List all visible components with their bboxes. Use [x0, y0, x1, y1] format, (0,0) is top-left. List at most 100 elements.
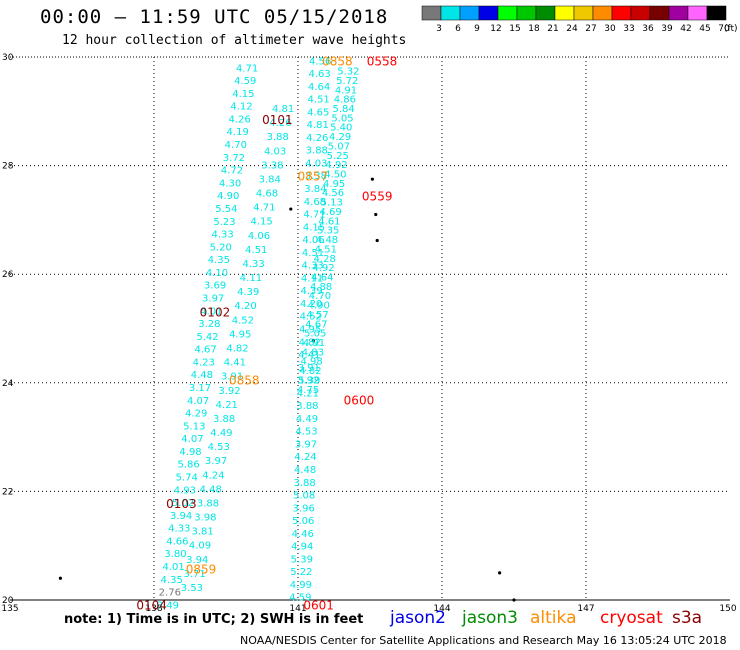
wave-height-value: 4.82	[299, 337, 321, 348]
wave-height-value: 4.30	[219, 178, 241, 189]
wave-height-value: 5.22	[290, 567, 312, 578]
wave-height-value: 3.38	[305, 171, 327, 182]
wave-height-value: 5.35	[317, 226, 339, 237]
wave-height-value: 4.28	[314, 254, 336, 265]
altimeter-tracks: 4.714.594.154.124.264.194.703.724.724.30…	[157, 56, 360, 611]
pass-time-label: 0102	[200, 306, 231, 320]
wave-height-value: 4.56	[309, 56, 331, 67]
pass-time-label: 0103	[166, 497, 197, 511]
legend-label: 30	[604, 24, 616, 34]
legend-label: 39	[661, 24, 673, 34]
wave-height-value: 4.21	[297, 388, 319, 399]
wave-height-value: 4.46	[292, 529, 314, 540]
lon-tick-label: 138	[145, 604, 162, 614]
lon-tick-label: 147	[577, 604, 594, 614]
wave-height-value: 3.28	[198, 319, 220, 330]
legend-swatch	[497, 5, 518, 21]
legend-swatch	[668, 5, 689, 21]
lon-tick-label: 141	[289, 604, 306, 614]
wave-height-value: 4.15	[232, 89, 254, 100]
lat-tick-label: 28	[2, 162, 14, 172]
wave-height-value: 5.05	[304, 329, 326, 340]
legend-swatch	[478, 5, 499, 21]
lat-tick-label: 30	[2, 53, 14, 63]
wave-height-value: 3.49	[157, 600, 179, 611]
wave-height-value: 3.71	[183, 569, 205, 580]
legend-label: 42	[680, 24, 691, 34]
wave-height-value: 4.09	[189, 541, 211, 552]
wave-height-value: 4.90	[308, 301, 330, 312]
wave-height-value: 4.19	[227, 127, 249, 138]
map-subtitle: 12 hour collection of altimeter wave hei…	[62, 33, 407, 48]
legend-swatch	[573, 5, 594, 21]
wave-height-value: 3.98	[194, 513, 216, 524]
wave-height-value: 5.23	[213, 217, 235, 228]
wave-height-value: 4.67	[305, 319, 327, 330]
legend-swatch	[535, 5, 556, 21]
wave-height-value: 5.54	[215, 204, 237, 215]
wave-height-value: 4.48	[200, 484, 222, 495]
wave-height-value: 4.70	[225, 140, 247, 151]
wave-height-value: 5.84	[333, 104, 355, 115]
wave-height-value: 4.23	[193, 357, 215, 368]
wave-height-value: 3.17	[189, 383, 211, 394]
wave-height-value: 4.48	[316, 235, 338, 246]
wave-height-value: 4.03	[305, 158, 327, 169]
credit-line: NOAA/NESDIS Center for Satellite Applica…	[240, 634, 727, 647]
legend-label: 70	[718, 24, 730, 34]
wave-height-value: 4.49	[210, 428, 232, 439]
wave-height-value: 5.72	[336, 76, 358, 87]
lat-tick-label: 20	[2, 596, 14, 606]
wave-height-value: 4.33	[242, 259, 264, 270]
wave-height-value: 4.26	[228, 114, 250, 125]
wave-height-value: 4.20	[300, 299, 322, 310]
wave-height-value: 4.81	[272, 104, 294, 115]
island-markers	[58, 177, 516, 602]
lon-tick-label: 144	[433, 604, 450, 614]
wave-height-value: 3.88	[296, 401, 318, 412]
island-marker	[370, 177, 374, 181]
pass-time-label: 0859	[186, 563, 217, 577]
wave-height-value: 5.20	[210, 242, 232, 253]
pass-time-label: 0857	[298, 169, 329, 183]
wave-height-value: 4.49	[296, 414, 318, 425]
legend-label: 6	[455, 24, 461, 34]
legend-swatch	[649, 5, 670, 21]
wave-height-value: 4.01	[162, 562, 184, 573]
wave-height-value: 4.57	[306, 310, 328, 321]
wave-height-value: 4.70	[309, 291, 331, 302]
color-legend: 3 6 9 12 15 18 21 24 27 30 33 36 39 42 45 70(ft)	[421, 5, 738, 34]
legend-label: 36	[642, 24, 654, 34]
wave-height-value: 4.75	[297, 385, 319, 396]
wave-height-value: 4.50	[324, 170, 346, 181]
legend-label: 3	[436, 24, 442, 34]
wave-height-value: 4.68	[256, 189, 278, 200]
wave-height-value: 4.98	[179, 447, 201, 458]
wave-height-value: 4.88	[310, 282, 332, 293]
wave-height-value: 4.26	[306, 133, 328, 144]
legend-swatch	[592, 5, 613, 21]
wave-height-value: 4.51	[302, 248, 324, 259]
wave-height-value: 4.52	[232, 315, 254, 326]
wave-height-value: 4.11	[240, 273, 262, 284]
wave-height-value: 4.59	[234, 76, 256, 87]
wave-height-value: 4.41	[298, 350, 320, 361]
wave-height-value: 4.33	[168, 524, 190, 535]
satellite-cryosat: cryosat	[600, 608, 663, 628]
wave-height-value: 4.66	[166, 536, 188, 547]
wave-height-value: 4.51	[245, 245, 267, 256]
pass-time-label: 0600	[344, 394, 375, 408]
pass-time-label: 0558	[367, 54, 398, 68]
wave-height-value: 4.01	[200, 306, 222, 317]
wave-height-value: 4.95	[229, 329, 251, 340]
wave-height-value: 4.99	[290, 580, 312, 591]
legend-label: 24	[566, 24, 578, 34]
lat-tick-label: 26	[2, 270, 14, 280]
wave-height-value: 5.39	[298, 375, 320, 386]
wave-height-value: 4.51	[308, 95, 330, 106]
wave-height-value: 4.64	[311, 272, 333, 283]
legend-label: 9	[474, 24, 480, 34]
wave-height-value: 5.42	[196, 332, 218, 343]
wave-height-value: 5.74	[176, 472, 198, 483]
legend-label: 12	[490, 24, 501, 34]
